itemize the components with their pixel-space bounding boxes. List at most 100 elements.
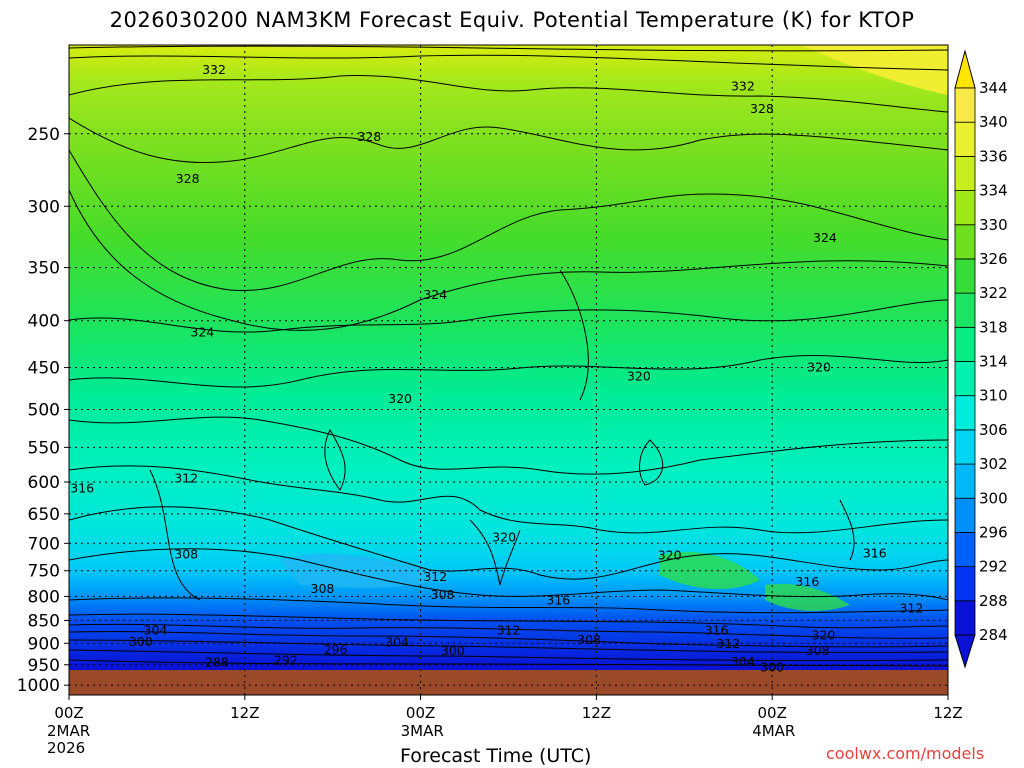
colorbar-label: 306 xyxy=(979,421,1008,439)
colorbar-segment xyxy=(954,429,976,465)
colorbar-label: 318 xyxy=(979,318,1008,336)
contour-label: 332 xyxy=(731,79,755,94)
colorbar-segment xyxy=(954,326,976,362)
contour-label: 308 xyxy=(577,632,601,647)
plot-frame xyxy=(68,44,949,696)
contour-label: 324 xyxy=(813,230,837,245)
y-tick-label: 550 xyxy=(28,438,60,458)
contour-label: 312 xyxy=(716,636,740,651)
contour-label: 316 xyxy=(863,545,887,560)
y-tick-label: 900 xyxy=(28,634,60,654)
contour-label: 308 xyxy=(806,643,830,658)
colorbar-label: 344 xyxy=(979,79,1008,97)
colorbar-segment xyxy=(954,224,976,260)
colorbar-label: 314 xyxy=(979,353,1008,371)
ground-surface xyxy=(69,670,948,695)
y-tick-label: 700 xyxy=(28,534,60,554)
contour-label: 312 xyxy=(899,601,923,616)
colorbar-label: 340 xyxy=(979,113,1008,131)
x-tick-label: 00Z xyxy=(54,704,83,722)
colorbar-label: 302 xyxy=(979,455,1008,473)
contour-label: 304 xyxy=(385,634,409,649)
credit-link[interactable]: coolwx.com/models xyxy=(826,744,985,763)
green-pocket-right xyxy=(660,551,760,590)
y-tick-label: 600 xyxy=(28,473,60,493)
x-date-label: 3MAR xyxy=(401,722,444,740)
contour-label: 316 xyxy=(70,481,94,496)
colorbar-segment xyxy=(954,600,976,636)
contour-label: 300 xyxy=(760,660,784,675)
y-tick-label: 1000 xyxy=(17,676,60,696)
x-tick-label: 00Z xyxy=(758,704,787,722)
y-tick-label: 750 xyxy=(28,562,60,582)
contour-label: 316 xyxy=(795,574,819,589)
contour-labels: 3323323283283283243243243203203203163123… xyxy=(70,62,923,675)
contour-label: 316 xyxy=(546,592,570,607)
contour-label: 320 xyxy=(812,628,836,643)
x-date-label: 2026 xyxy=(47,739,85,757)
x-date-label: 4MAR xyxy=(752,722,795,740)
contour-label: 312 xyxy=(174,471,198,486)
y-tick-label: 650 xyxy=(28,505,60,525)
colorbar-label: 284 xyxy=(979,626,1008,644)
contour-label: 320 xyxy=(807,360,831,375)
contour-label: 308 xyxy=(311,581,335,596)
contour-label: 308 xyxy=(431,587,455,602)
contour-label: 320 xyxy=(627,368,651,383)
contour-label: 296 xyxy=(324,642,348,657)
green-pocket-right2 xyxy=(765,583,850,612)
x-axis-title: Forecast Time (UTC) xyxy=(400,745,592,767)
contour-label: 320 xyxy=(388,391,412,406)
contour-label: 316 xyxy=(705,623,729,638)
colorbar-label: 336 xyxy=(979,147,1008,165)
y-tick-label: 450 xyxy=(28,359,60,379)
colorbar-segment xyxy=(954,155,976,191)
y-tick-label: 400 xyxy=(28,312,60,332)
contour-label: 304 xyxy=(144,623,168,638)
colorbar: 284 288 292 296 300 302 306 310 314 318 322 326 330 3… xyxy=(954,49,1008,669)
colorbar-label: 326 xyxy=(979,250,1008,268)
contour-label: 288 xyxy=(205,655,229,670)
contour-label: 332 xyxy=(202,62,226,77)
colorbar-segment xyxy=(954,463,976,499)
y-tick-label: 350 xyxy=(28,259,60,279)
colorbar-bottom-arrow xyxy=(954,634,976,669)
contour-label: 308 xyxy=(174,547,198,562)
chart-title: 2026030200 NAM3KM Forecast Equiv. Potent… xyxy=(109,8,915,32)
colorbar-segment xyxy=(954,258,976,294)
contour-label: 312 xyxy=(497,623,521,638)
contour-label: 328 xyxy=(176,171,200,186)
colorbar-segment xyxy=(954,497,976,533)
contour-label: 324 xyxy=(190,324,214,339)
colorbar-segment xyxy=(954,292,976,328)
x-tick-label: 12Z xyxy=(230,704,259,722)
colorbar-label: 300 xyxy=(979,489,1008,507)
contour-label: 328 xyxy=(357,129,381,144)
y-tick-label: 850 xyxy=(28,612,60,632)
contour-label: 300 xyxy=(441,643,465,658)
x-tick-label: 12Z xyxy=(582,704,611,722)
colorbar-segment xyxy=(954,190,976,226)
y-tick-label: 300 xyxy=(28,197,60,217)
contour-label: 300 xyxy=(129,634,153,649)
x-date-label: 2MAR xyxy=(47,722,90,740)
colorbar-segment xyxy=(954,87,976,123)
colorbar-label: 330 xyxy=(979,216,1008,234)
contour-label: 292 xyxy=(274,653,298,668)
contour-label: 320 xyxy=(492,530,516,545)
contour-label: 324 xyxy=(423,287,447,302)
colorbar-segment xyxy=(954,532,976,568)
colorbar-segment xyxy=(954,395,976,431)
contour-label: 304 xyxy=(731,654,755,669)
x-tick-label: 00Z xyxy=(406,704,435,722)
colorbar-label: 292 xyxy=(979,558,1008,576)
y-tick-label: 250 xyxy=(28,125,60,145)
x-tick-label: 12Z xyxy=(933,704,962,722)
y-tick-label: 950 xyxy=(28,656,60,676)
upper-yellow-region xyxy=(800,45,948,95)
colorbar-segment xyxy=(954,361,976,397)
field-background xyxy=(69,45,948,670)
colorbar-segment xyxy=(954,121,976,157)
